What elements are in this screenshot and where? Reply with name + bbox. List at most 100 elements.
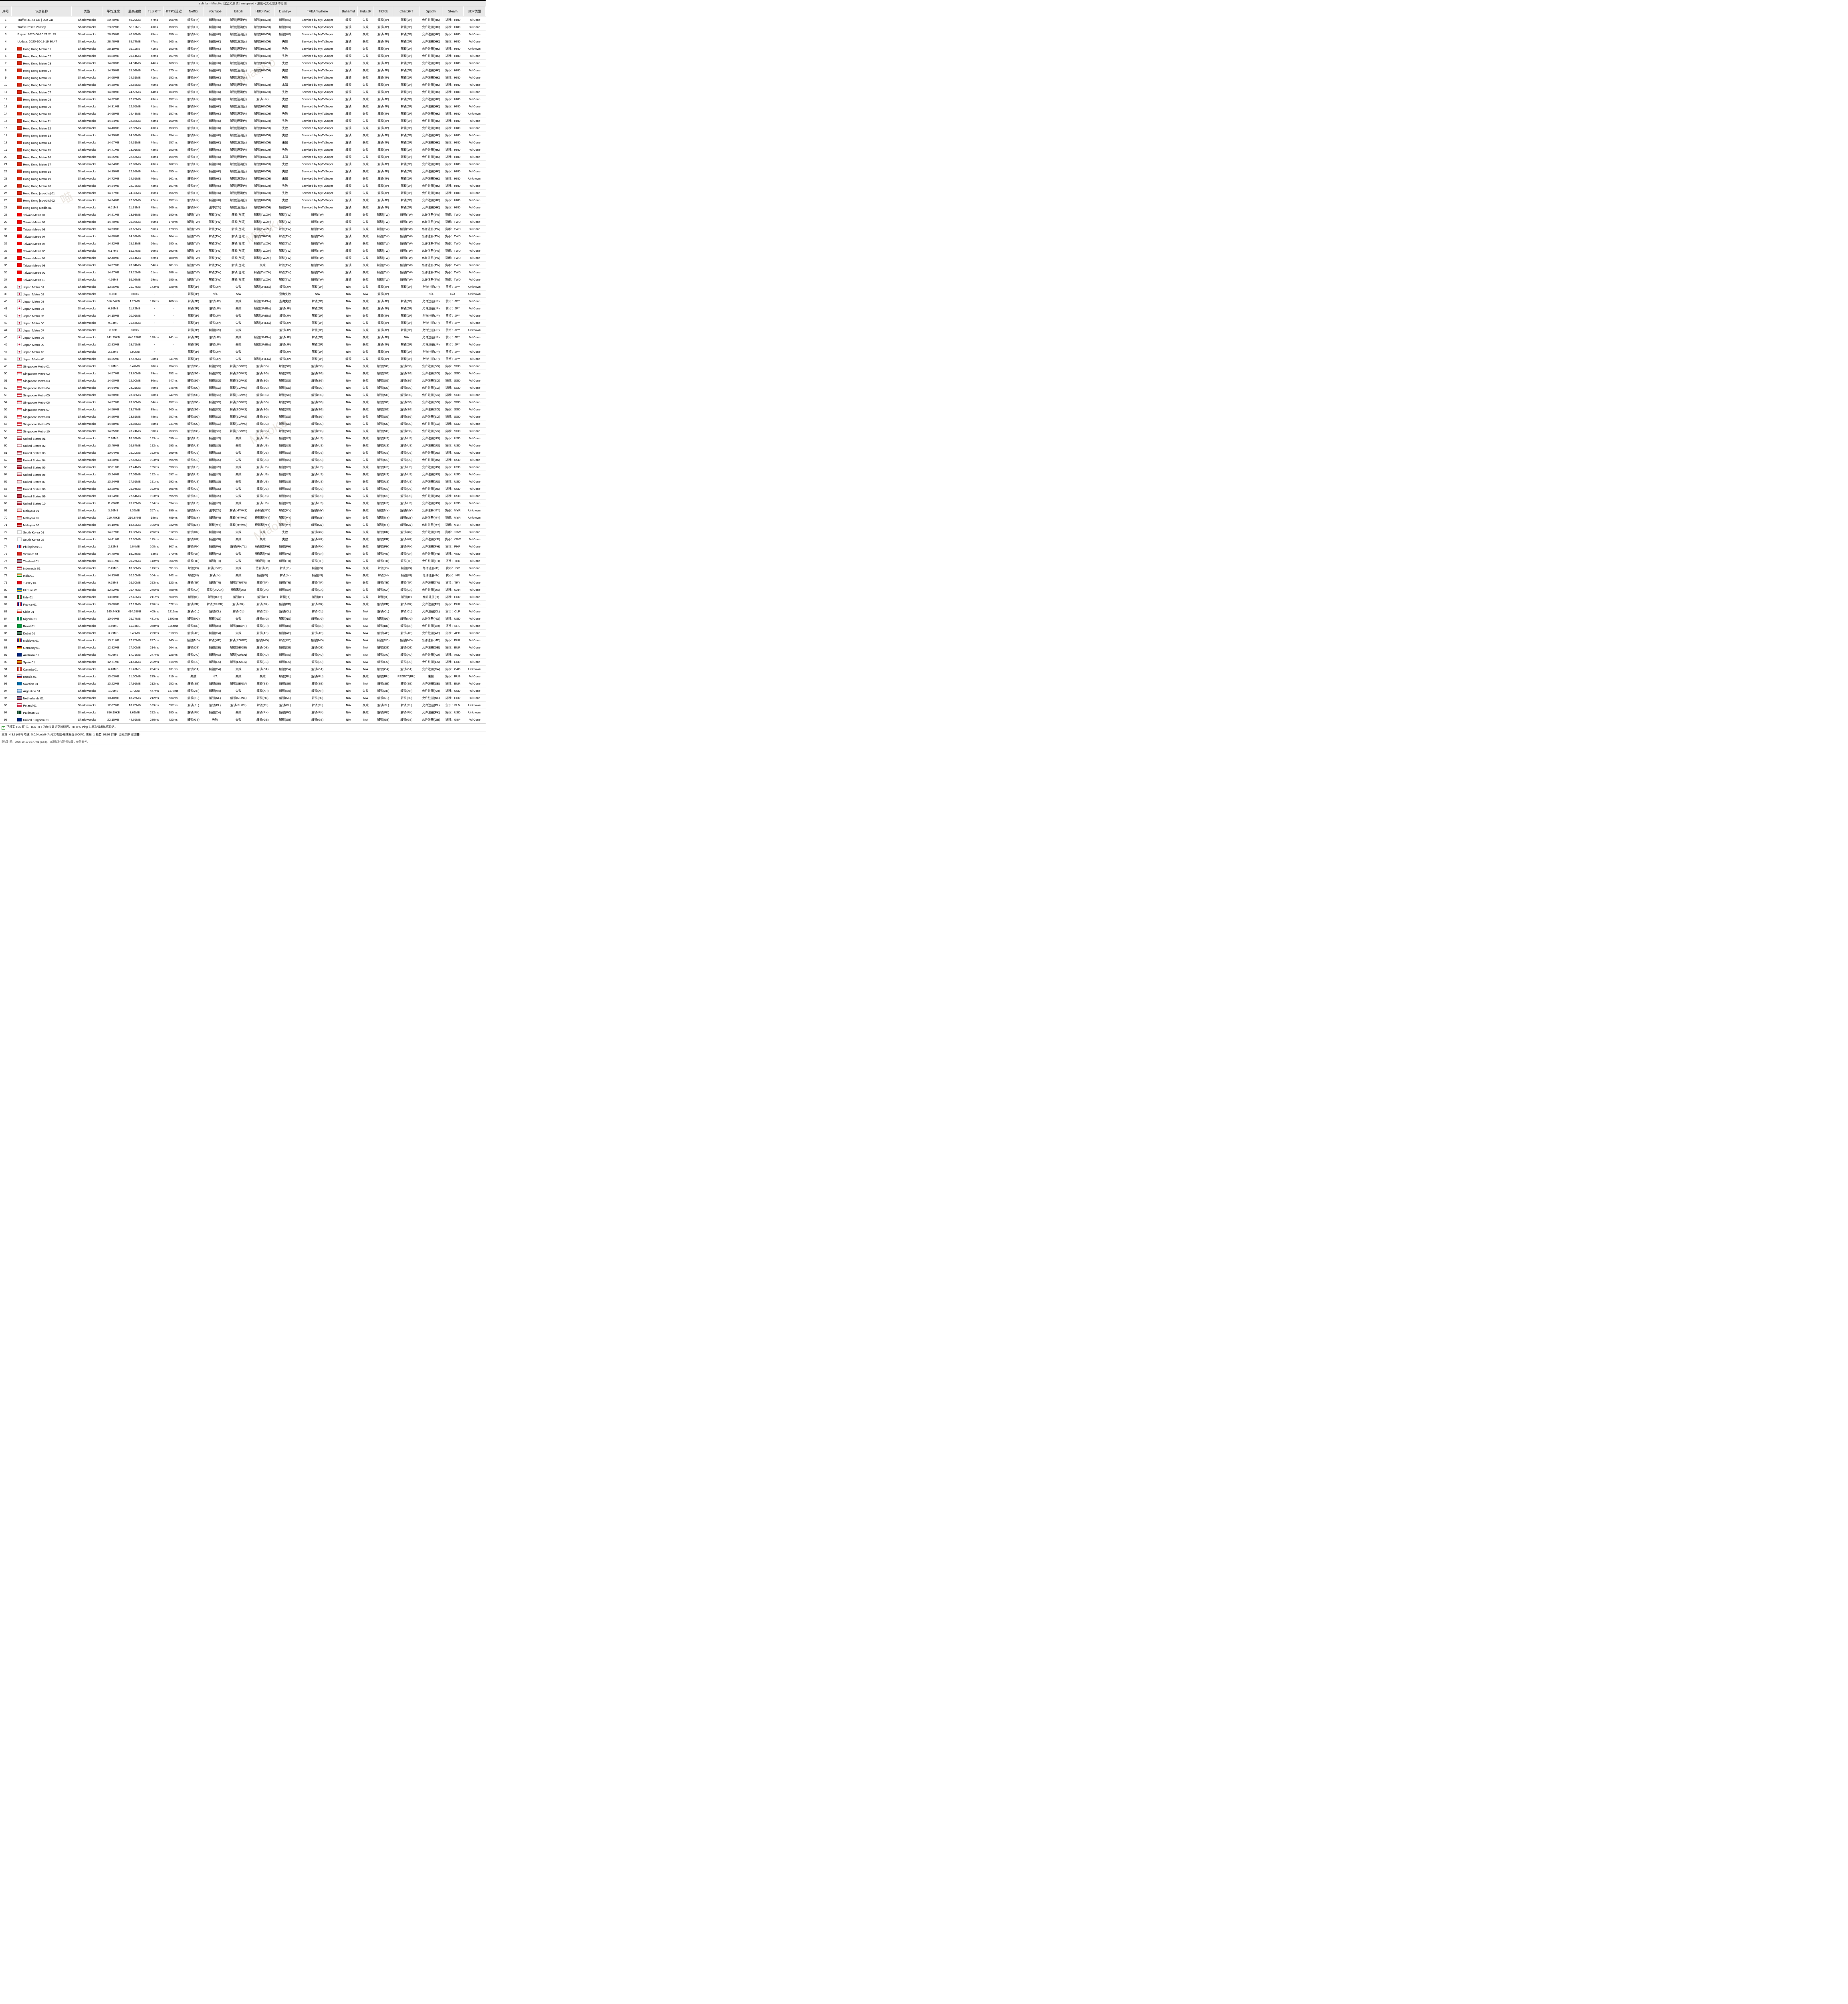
table-row[interactable]: 1 Traffic: 41.74 GB | 300 GB Shadowsocks 29… bbox=[0, 16, 486, 24]
col-header-16[interactable]: ChatGPT bbox=[393, 6, 420, 16]
col-header-19[interactable]: UDP类型 bbox=[463, 6, 486, 16]
table-row[interactable]: 75 Vietnam 01 Shadowsocks 14.40MB 19.24MB 83m… bbox=[0, 550, 486, 558]
table-row[interactable]: 97 Pakistan 01 Shadowsocks 856.99KB 3.61MB 29… bbox=[0, 709, 486, 716]
table-row[interactable]: 62 United States 04 Shadowsocks 13.30MB 27.6… bbox=[0, 456, 486, 464]
table-row[interactable]: 67 United States 09 Shadowsocks 13.24MB 27.6… bbox=[0, 492, 486, 500]
table-row[interactable]: 24 Hong Kong Metro 20 Shadowsocks 14.34MB 22… bbox=[0, 182, 486, 190]
col-header-12[interactable]: TVBAnywhere bbox=[296, 6, 339, 16]
table-row[interactable]: 58 Singapore Metro 10 Shadowsocks 14.55MB 23… bbox=[0, 427, 486, 435]
table-row[interactable]: 11 Hong Kong Metro 07 Shadowsocks 14.68MB 24… bbox=[0, 88, 486, 96]
table-row[interactable]: 78 India 01 Shadowsocks 14.33MB 20.10MB 104ms… bbox=[0, 572, 486, 579]
table-row[interactable]: 37 Taiwan Metro 10 Shadowsocks 4.26MB 16.02M… bbox=[0, 276, 486, 283]
col-header-13[interactable]: Bahamut bbox=[339, 6, 358, 16]
table-row[interactable]: 81 Italy 01 Shadowsocks 13.08MB 27.40MB 211ms… bbox=[0, 593, 486, 601]
col-header-3[interactable]: 平均速度 bbox=[103, 6, 125, 16]
table-row[interactable]: 30 Taiwan Metro 03 Shadowsocks 14.53MB 23.63… bbox=[0, 225, 486, 233]
table-row[interactable]: 41 Japan Metro 04 Shadowsocks 6.30MB 11.72MB… bbox=[0, 305, 486, 312]
table-row[interactable]: 96 Poland 01 Shadowsocks 12.07MB 18.70MB 189m… bbox=[0, 701, 486, 709]
col-header-4[interactable]: 最高速度 bbox=[124, 6, 146, 16]
table-row[interactable]: 52 Singapore Metro 04 Shadowsocks 14.64MB 24… bbox=[0, 384, 486, 392]
table-row[interactable]: 77 Indonesia 01 Shadowsocks 2.45MB 10.30MB 11… bbox=[0, 564, 486, 572]
col-header-0[interactable]: 序号 bbox=[0, 6, 12, 16]
table-row[interactable]: 55 Singapore Metro 07 Shadowsocks 14.56MB 23… bbox=[0, 406, 486, 413]
table-row[interactable]: 69 Malaysia 01 Shadowsocks 3.20MB 8.32MB 257m… bbox=[0, 507, 486, 514]
col-header-8[interactable]: YouTube bbox=[204, 6, 226, 16]
table-row[interactable]: 35 Taiwan Metro 08 Shadowsocks 14.57MB 23.84… bbox=[0, 261, 486, 269]
table-row[interactable]: 23 Hong Kong Metro 19 Shadowsocks 14.72MB 24… bbox=[0, 175, 486, 182]
table-row[interactable]: 32 Taiwan Metro 05 Shadowsocks 14.82MB 25.13… bbox=[0, 240, 486, 247]
table-row[interactable]: 66 United States 08 Shadowsocks 13.20MB 25.9… bbox=[0, 485, 486, 493]
table-row[interactable]: 22 Hong Kong Metro 18 Shadowsocks 14.39MB 22… bbox=[0, 168, 486, 175]
table-row[interactable]: 56 Singapore Metro 08 Shadowsocks 14.56MB 23… bbox=[0, 413, 486, 420]
table-row[interactable]: 4 Update: 2025-10-19 19:30:47 Shadowsocks 2… bbox=[0, 38, 486, 45]
table-row[interactable]: 54 Singapore Metro 06 Shadowsocks 14.57MB 23… bbox=[0, 398, 486, 406]
table-row[interactable]: 27 Hong Kong Media 01 Shadowsocks 6.61MB 11.… bbox=[0, 204, 486, 211]
table-row[interactable]: 71 Malaysia 03 Shadowsocks 14.19MB 18.52MB 10… bbox=[0, 521, 486, 529]
table-row[interactable]: 33 Taiwan Metro 06 Shadowsocks 6.17MB 15.17M… bbox=[0, 247, 486, 255]
table-row[interactable]: 73 South Korea 02 Shadowsocks 14.41MB 22.95M… bbox=[0, 535, 486, 543]
table-row[interactable]: 12 Hong Kong Metro 08 Shadowsocks 14.32MB 22… bbox=[0, 95, 486, 103]
table-row[interactable]: 25 Hong Kong [ss-obfs] 01 Shadowsocks 14.77… bbox=[0, 189, 486, 197]
col-header-11[interactable]: Disney+ bbox=[274, 6, 296, 16]
table-row[interactable]: 28 Taiwan Metro 01 Shadowsocks 14.81MB 23.93… bbox=[0, 211, 486, 218]
table-row[interactable]: 79 Turkey 01 Shadowsocks 9.65MB 26.50MB 293ms… bbox=[0, 579, 486, 586]
col-header-9[interactable]: Bilibili bbox=[226, 6, 251, 16]
table-row[interactable]: 89 Australia 01 Shadowsocks 6.00MB 17.76MB 27… bbox=[0, 651, 486, 659]
table-row[interactable]: 91 Canada 01 Shadowsocks 6.40MB 11.40MB 234ms… bbox=[0, 665, 486, 673]
table-row[interactable]: 18 Hong Kong Metro 14 Shadowsocks 14.67MB 24… bbox=[0, 139, 486, 146]
table-row[interactable]: 64 United States 06 Shadowsocks 13.24MB 27.5… bbox=[0, 471, 486, 478]
table-row[interactable]: 84 Nigeria 01 Shadowsocks 10.64MB 26.77MB 431… bbox=[0, 615, 486, 622]
table-row[interactable]: 5 Hong Kong Metro 01 Shadowsocks 28.19MB 35.… bbox=[0, 45, 486, 53]
table-row[interactable]: 61 United States 03 Shadowsocks 10.04MB 25.2… bbox=[0, 449, 486, 457]
table-row[interactable]: 68 United States 10 Shadowsocks 11.60MB 25.7… bbox=[0, 499, 486, 507]
table-row[interactable]: 16 Hong Kong Metro 12 Shadowsocks 14.40MB 22… bbox=[0, 124, 486, 132]
table-row[interactable]: 48 Japan Media 01 Shadowsocks 14.35MB 17.47M… bbox=[0, 355, 486, 363]
col-header-18[interactable]: Steam bbox=[442, 6, 464, 16]
table-row[interactable]: 40 Japan Metro 03 Shadowsocks 516.34KB 1.26M… bbox=[0, 297, 486, 305]
table-row[interactable]: 65 United States 07 Shadowsocks 13.24MB 27.6… bbox=[0, 478, 486, 485]
table-row[interactable]: 95 Netherlands 01 Shadowsocks 10.40MB 18.25M… bbox=[0, 694, 486, 702]
table-row[interactable]: 36 Taiwan Metro 09 Shadowsocks 14.47MB 23.25… bbox=[0, 269, 486, 276]
table-row[interactable]: 14 Hong Kong Metro 10 Shadowsocks 14.68MB 24… bbox=[0, 110, 486, 117]
table-row[interactable]: 60 United States 02 Shadowsocks 13.46MB 26.8… bbox=[0, 442, 486, 449]
table-row[interactable]: 17 Hong Kong Metro 13 Shadowsocks 14.79MB 24… bbox=[0, 131, 486, 139]
table-row[interactable]: 85 Brazil 01 Shadowsocks 4.60MB 11.78MB 368ms… bbox=[0, 622, 486, 630]
table-row[interactable]: 38 Japan Metro 01 Shadowsocks 13.85MB 21.77M… bbox=[0, 283, 486, 291]
table-row[interactable]: 39 Japan Metro 02 Shadowsocks 0.00B 0.00B - - 解… bbox=[0, 290, 486, 298]
table-row[interactable]: 51 Singapore Metro 03 Shadowsocks 14.60MB 22… bbox=[0, 377, 486, 384]
table-row[interactable]: 7 Hong Kong Metro 03 Shadowsocks 14.80MB 24.… bbox=[0, 59, 486, 67]
table-row[interactable]: 3 Expire: 2026-06-16 21:51:25 Shadowsocks 2… bbox=[0, 30, 486, 38]
table-row[interactable]: 94 Argentina 01 Shadowsocks 1.06MB 2.70MB 447… bbox=[0, 687, 486, 695]
table-row[interactable]: 31 Taiwan Metro 04 Shadowsocks 14.80MB 24.97… bbox=[0, 232, 486, 240]
table-row[interactable]: 34 Taiwan Metro 07 Shadowsocks 12.40MB 25.14… bbox=[0, 254, 486, 262]
table-row[interactable]: 83 Chile 01 Shadowsocks 145.44KB 494.38KB 405… bbox=[0, 608, 486, 615]
col-header-1[interactable]: 节点名称 bbox=[11, 6, 72, 16]
table-row[interactable]: 8 Hong Kong Metro 04 Shadowsocks 14.79MB 25.… bbox=[0, 67, 486, 74]
col-header-7[interactable]: Netflix bbox=[183, 6, 204, 16]
col-header-2[interactable]: 类型 bbox=[71, 6, 103, 16]
table-row[interactable]: 6 Hong Kong Metro 02 Shadowsocks 14.80MB 25.… bbox=[0, 52, 486, 60]
table-row[interactable]: 42 Japan Metro 05 Shadowsocks 14.15MB 20.01M… bbox=[0, 312, 486, 319]
table-row[interactable]: 26 Hong Kong [ss-obfs] 02 Shadowsocks 14.34… bbox=[0, 196, 486, 204]
table-row[interactable]: 88 Germany 01 Shadowsocks 12.92MB 27.00MB 214… bbox=[0, 644, 486, 651]
col-header-10[interactable]: HBO Max bbox=[250, 6, 275, 16]
table-row[interactable]: 82 France 01 Shadowsocks 13.00MB 27.12MB 226m… bbox=[0, 600, 486, 608]
table-row[interactable]: 20 Hong Kong Metro 16 Shadowsocks 14.35MB 22… bbox=[0, 153, 486, 161]
table-row[interactable]: 9 Hong Kong Metro 05 Shadowsocks 14.68MB 24.… bbox=[0, 74, 486, 81]
table-row[interactable]: 47 Japan Metro 10 Shadowsocks 2.82MB 7.90MB -… bbox=[0, 348, 486, 356]
table-row[interactable]: 72 South Korea 01 Shadowsocks 14.37MB 19.35M… bbox=[0, 528, 486, 536]
table-row[interactable]: 63 United States 05 Shadowsocks 12.81MB 27.4… bbox=[0, 463, 486, 471]
col-header-17[interactable]: Spotify bbox=[420, 6, 442, 16]
table-row[interactable]: 21 Hong Kong Metro 17 Shadowsocks 14.34MB 22… bbox=[0, 160, 486, 168]
table-row[interactable]: 53 Singapore Metro 05 Shadowsocks 14.58MB 23… bbox=[0, 391, 486, 399]
table-row[interactable]: 90 Spain 01 Shadowsocks 12.71MB 24.61MB 232ms… bbox=[0, 658, 486, 666]
table-row[interactable]: 49 Singapore Metro 01 Shadowsocks 1.20MB 3.4… bbox=[0, 362, 486, 370]
table-row[interactable]: 19 Hong Kong Metro 15 Shadowsocks 14.41MB 23… bbox=[0, 146, 486, 154]
table-row[interactable]: 98 United Kingdom 01 Shadowsocks 22.15MB 44.… bbox=[0, 716, 486, 723]
col-header-5[interactable]: TLS RTT bbox=[145, 6, 163, 16]
table-row[interactable]: 45 Japan Metro 08 Shadowsocks 241.25KB 646.2… bbox=[0, 333, 486, 341]
table-row[interactable]: 43 Japan Metro 06 Shadowsocks 9.33MB 21.65MB… bbox=[0, 319, 486, 327]
table-row[interactable]: 70 Malaysia 02 Shadowsocks 210.75KB 295.64KB… bbox=[0, 514, 486, 521]
col-header-14[interactable]: Hulu.JP bbox=[357, 6, 374, 16]
table-row[interactable]: 46 Japan Metro 09 Shadowsocks 12.93MB 28.75M… bbox=[0, 341, 486, 348]
